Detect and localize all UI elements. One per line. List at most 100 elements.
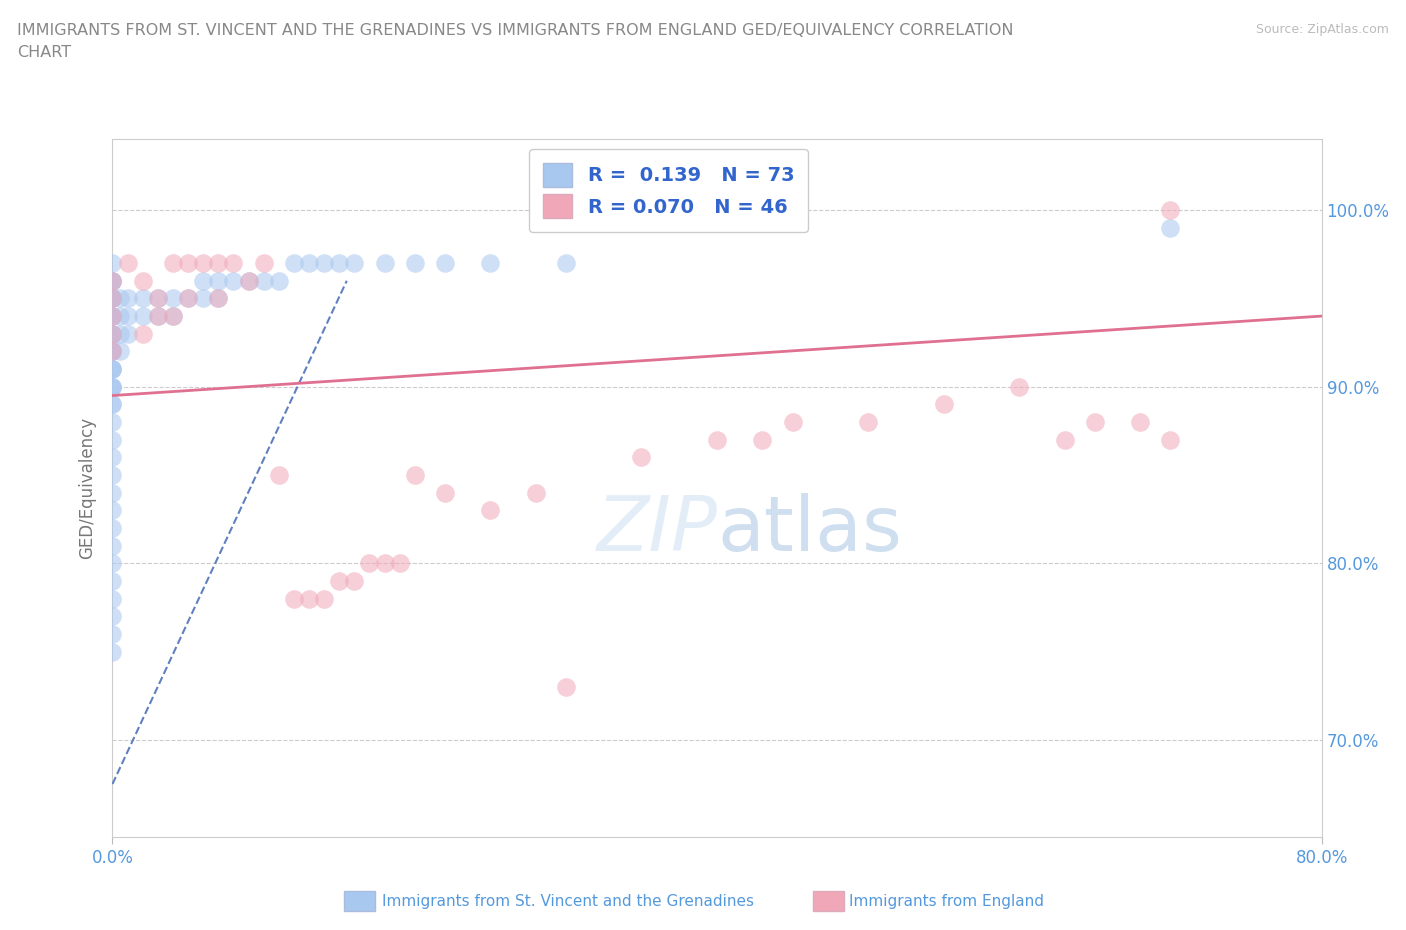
Text: Immigrants from England: Immigrants from England xyxy=(849,894,1045,909)
Text: ZIP: ZIP xyxy=(596,493,717,567)
Point xyxy=(359,556,381,571)
Point xyxy=(117,309,139,324)
Point xyxy=(253,256,276,271)
Point xyxy=(101,591,124,606)
Point xyxy=(101,326,124,341)
Point xyxy=(524,485,547,500)
Point xyxy=(101,574,124,589)
Point xyxy=(101,309,124,324)
Point xyxy=(101,291,124,306)
Point xyxy=(101,309,124,324)
Point xyxy=(1129,415,1152,430)
Point xyxy=(238,273,260,288)
Y-axis label: GED/Equivalency: GED/Equivalency xyxy=(79,418,97,559)
Point xyxy=(374,556,396,571)
Point xyxy=(751,432,773,447)
Point xyxy=(101,344,124,359)
Point xyxy=(433,256,456,271)
Point xyxy=(267,468,290,483)
Point xyxy=(177,256,200,271)
Point xyxy=(132,309,155,324)
Point xyxy=(191,256,214,271)
Text: atlas: atlas xyxy=(717,493,901,567)
Point xyxy=(101,627,124,642)
Point xyxy=(146,309,169,324)
Point xyxy=(1008,379,1031,394)
Point xyxy=(207,256,229,271)
Point xyxy=(1084,415,1107,430)
Point xyxy=(404,256,426,271)
Point xyxy=(207,273,229,288)
Point xyxy=(343,256,366,271)
Point xyxy=(162,309,184,324)
Point xyxy=(101,379,124,394)
Point xyxy=(101,291,124,306)
Point xyxy=(630,450,652,465)
Point xyxy=(177,291,200,306)
Point xyxy=(101,362,124,377)
Point xyxy=(101,291,124,306)
Point xyxy=(101,344,124,359)
Point xyxy=(101,485,124,500)
Point xyxy=(162,256,184,271)
Point xyxy=(374,256,396,271)
Point xyxy=(108,326,131,341)
Point xyxy=(101,326,124,341)
Point xyxy=(314,591,336,606)
Point xyxy=(132,291,155,306)
Point xyxy=(132,326,155,341)
Point xyxy=(101,256,124,271)
Point xyxy=(267,273,290,288)
Point xyxy=(146,309,169,324)
Point xyxy=(101,468,124,483)
Point xyxy=(328,574,350,589)
Point xyxy=(162,309,184,324)
Point xyxy=(343,574,366,589)
Point xyxy=(108,344,131,359)
Point xyxy=(1053,432,1076,447)
Point xyxy=(101,415,124,430)
Point xyxy=(782,415,804,430)
Point xyxy=(314,256,336,271)
Point xyxy=(222,256,245,271)
Point xyxy=(207,291,229,306)
Point xyxy=(856,415,880,430)
Text: Immigrants from St. Vincent and the Grenadines: Immigrants from St. Vincent and the Gren… xyxy=(382,894,755,909)
Point xyxy=(238,273,260,288)
Point xyxy=(101,291,124,306)
Point xyxy=(404,468,426,483)
Point xyxy=(101,344,124,359)
Point xyxy=(207,291,229,306)
Point xyxy=(101,379,124,394)
Text: IMMIGRANTS FROM ST. VINCENT AND THE GRENADINES VS IMMIGRANTS FROM ENGLAND GED/EQ: IMMIGRANTS FROM ST. VINCENT AND THE GREN… xyxy=(17,23,1014,38)
Point xyxy=(177,291,200,306)
Point xyxy=(146,291,169,306)
Point xyxy=(132,273,155,288)
Point xyxy=(328,256,350,271)
Point xyxy=(1159,432,1181,447)
Point xyxy=(101,609,124,624)
Point xyxy=(222,273,245,288)
Point xyxy=(101,538,124,553)
Point xyxy=(101,326,124,341)
Point xyxy=(101,309,124,324)
Point xyxy=(191,273,214,288)
Point xyxy=(283,256,305,271)
Point xyxy=(117,256,139,271)
Point xyxy=(108,291,131,306)
Point xyxy=(101,273,124,288)
Text: Source: ZipAtlas.com: Source: ZipAtlas.com xyxy=(1256,23,1389,36)
Point xyxy=(101,379,124,394)
Point xyxy=(1159,220,1181,235)
Point xyxy=(101,362,124,377)
Point xyxy=(554,256,576,271)
Point xyxy=(101,644,124,659)
Point xyxy=(101,273,124,288)
Point xyxy=(101,344,124,359)
Point xyxy=(298,256,321,271)
Point xyxy=(283,591,305,606)
Point xyxy=(101,273,124,288)
Point xyxy=(117,326,139,341)
Point xyxy=(101,291,124,306)
Point xyxy=(162,291,184,306)
